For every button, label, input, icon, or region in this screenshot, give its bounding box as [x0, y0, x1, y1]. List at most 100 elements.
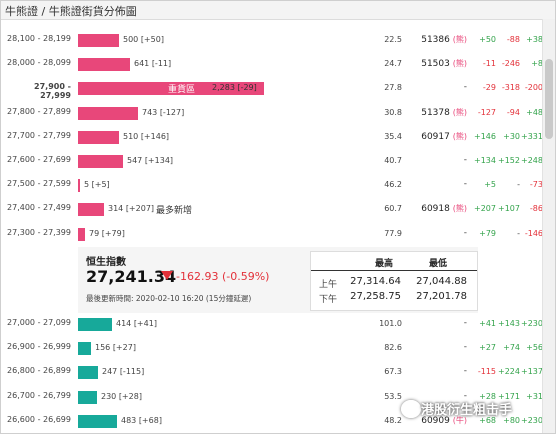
- bull-row[interactable]: 27,400 - 27,499 314 [+207] 最多新增 60.7 60918 (…: [1, 198, 543, 221]
- ratio-value: 53.5: [384, 391, 402, 401]
- bull-volume-bar: [78, 34, 119, 47]
- warrant-type-tag: (熊): [452, 59, 467, 69]
- change-c2: +152: [498, 156, 520, 165]
- bull-row[interactable]: 27,600 - 27,699 547 [+134] 40.7 - +134 +152 +2…: [1, 150, 543, 173]
- bull-row[interactable]: 27,900 - 27,999 2,283 [-29] 重貨區 27.8 - -29 -31…: [1, 77, 543, 100]
- warrant-code: -: [411, 228, 467, 238]
- change-c3: +248: [521, 156, 543, 165]
- change-c3: +230: [521, 415, 543, 425]
- change-c2: -246: [501, 59, 520, 69]
- ratio-value: 35.4: [384, 131, 402, 141]
- bear-row[interactable]: 26,800 - 26,899 247 [-115] 67.3 - -115 +224 +1…: [1, 361, 543, 384]
- index-summary-panel: 恒生指數 27,241.34 -162.93 (-0.59%) 最後更新時間: …: [78, 247, 478, 313]
- warrant-code-number: 51386: [421, 35, 450, 45]
- warrant-type-tag: (熊): [452, 107, 467, 117]
- change-c1: -11: [482, 59, 496, 69]
- warrant-code[interactable]: 60909 (牛): [411, 415, 467, 426]
- high-low-table: 最高 最低 上午 27,314.64 27,044.88 下午 27,258.7…: [310, 251, 478, 311]
- bear-volume-bar: [78, 390, 97, 404]
- bull-row[interactable]: 28,000 - 28,099 641 [-11] 24.7 51503 (熊) -11…: [1, 53, 543, 76]
- warrant-type-tag: (熊): [452, 131, 467, 141]
- price-range: 26,900 - 26,999: [7, 342, 71, 352]
- scrollbar-thumb[interactable]: [545, 59, 553, 139]
- change-c2: +30: [503, 131, 520, 141]
- bull-volume-bar: [78, 106, 138, 120]
- bull-row[interactable]: 27,700 - 27,799 510 [+146] 35.4 60917 (熊) +1…: [1, 126, 543, 149]
- breadcrumb[interactable]: 牛熊證 / 牛熊證街貨分佈圖: [5, 5, 137, 18]
- index-name: 恒生指數: [86, 257, 126, 268]
- volume-label: 500 [+50]: [123, 35, 164, 44]
- change-c1: +41: [479, 319, 496, 328]
- change-c2: +107: [498, 204, 520, 214]
- ratio-value: 40.7: [384, 156, 402, 165]
- price-range: 28,000 - 28,099: [7, 58, 71, 68]
- bear-volume-bar: [78, 414, 117, 428]
- bull-row[interactable]: 27,300 - 27,399 79 [+79] 77.9- +79- -146: [1, 223, 543, 246]
- bear-row[interactable]: 26,900 - 26,999 156 [+27] 82.6 - +27 +74 +56: [1, 337, 543, 360]
- ratio-value: 24.7: [384, 59, 402, 69]
- am-high-value: 27,314.64: [350, 276, 401, 287]
- bear-row[interactable]: 26,700 - 26,799 230 [+28] 53.5 - +28 +171 +31: [1, 386, 543, 409]
- warrant-code[interactable]: 51386 (熊): [411, 34, 467, 45]
- change-c2: -88: [506, 35, 520, 44]
- price-range: 27,400 - 27,499: [7, 203, 71, 213]
- ratio-value: 48.2: [384, 415, 402, 425]
- table-divider: [311, 270, 477, 271]
- warrant-code-number: -: [463, 390, 467, 401]
- warrant-code[interactable]: 60917 (熊): [411, 131, 467, 142]
- warrant-code-number: 60917: [421, 131, 450, 142]
- warrant-code[interactable]: 60918 (熊): [411, 203, 467, 214]
- warrant-code-number: -: [463, 155, 467, 165]
- change-c1: -127: [477, 107, 496, 117]
- warrant-type-tag: (熊): [452, 204, 467, 214]
- ratio-value: 46.2: [384, 180, 402, 190]
- change-c3: +56: [526, 343, 543, 353]
- bull-volume-bar: [78, 179, 80, 193]
- ratio-value: 22.5: [384, 35, 402, 44]
- change-c3: +31: [526, 391, 543, 401]
- bear-row[interactable]: 26,600 - 26,699 483 [+68] 48.2 60909 (牛) +68…: [1, 410, 543, 433]
- watermark-text: 港股衍生粗击手: [421, 403, 513, 418]
- volume-label: 641 [-11]: [134, 59, 172, 69]
- volume-label: 414 [+41]: [116, 319, 157, 328]
- warrant-code: -: [411, 366, 467, 376]
- bull-row[interactable]: 27,800 - 27,899 743 [-127] 30.8 51378 (熊) -1…: [1, 102, 543, 125]
- warrant-code-number: 60909: [421, 415, 450, 426]
- bull-volume-bar: [78, 227, 85, 241]
- bear-volume-bar: [78, 342, 91, 356]
- vertical-scrollbar[interactable]: [542, 19, 555, 433]
- wechat-logo-icon: [401, 400, 421, 418]
- pm-low-value: 27,201.78: [416, 291, 467, 302]
- change-c1: +134: [474, 156, 496, 165]
- ratio-value: 60.7: [384, 204, 402, 214]
- bull-volume-bar: [78, 130, 119, 144]
- pm-label: 下午: [319, 295, 338, 305]
- low-header: 最低: [429, 259, 448, 269]
- change-c3: +38: [526, 35, 543, 44]
- bull-row[interactable]: 28,100 - 28,199 500 [+50] 22.5 51386 (熊) +50…: [1, 29, 543, 52]
- change-c1: +79: [479, 228, 496, 238]
- change-c2: +171: [498, 391, 520, 401]
- warrant-code: -: [411, 391, 467, 401]
- change-c2: -: [517, 180, 520, 190]
- change-c2: -94: [506, 107, 520, 117]
- index-value: 27,241.34: [86, 267, 177, 286]
- bear-row[interactable]: 27,000 - 27,099 414 [+41] 101.0 - +41 +143 +23…: [1, 313, 543, 336]
- price-range: 27,700 - 27,799: [7, 130, 71, 140]
- warrant-code-number: -: [463, 179, 467, 190]
- warrant-code[interactable]: 51378 (熊): [411, 107, 467, 118]
- warrant-code: -: [411, 82, 467, 92]
- change-c1: +50: [479, 35, 496, 44]
- warrant-code[interactable]: 51503 (熊): [411, 58, 467, 69]
- volume-label: 79 [+79]: [89, 228, 125, 238]
- bull-volume-bar: [78, 58, 130, 72]
- warrant-code-number: -: [463, 82, 467, 93]
- ratio-value: 30.8: [384, 107, 402, 117]
- change-c2: +74: [503, 343, 520, 353]
- bull-row[interactable]: 27,500 - 27,599 5 [+5] 46.2- +5- -73: [1, 174, 543, 197]
- am-low-value: 27,044.88: [416, 276, 467, 287]
- warrant-type-tag: (熊): [452, 35, 467, 44]
- change-c2: -318: [501, 83, 520, 93]
- price-range: 27,900 - 27,999: [34, 82, 71, 101]
- price-range: 27,000 - 27,099: [7, 318, 71, 327]
